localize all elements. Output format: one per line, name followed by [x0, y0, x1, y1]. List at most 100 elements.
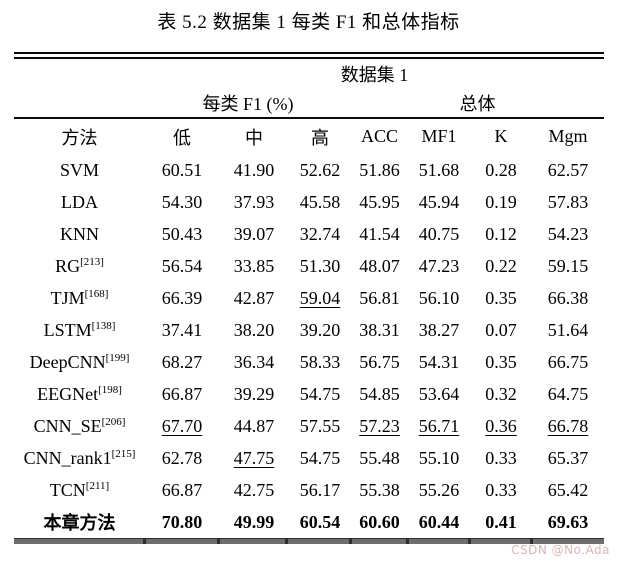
citation-ref: [211] [85, 479, 110, 492]
value-cell: 58.33 [299, 351, 341, 372]
table-body: SVM 60.51 41.90 52.62 51.86 51.68 0.28 62.57 LDA… [14, 154, 604, 538]
per-class-f1-header: 每类 F1 (%) [202, 94, 294, 114]
rule-tick [285, 539, 288, 544]
table-row: SVM 60.51 41.90 52.62 51.86 51.68 0.28 62.57 [14, 154, 604, 186]
value-cell: 0.35 [485, 351, 517, 372]
method-cell: CNN_SE[206] [33, 415, 126, 436]
value-cell: 55.38 [359, 479, 400, 500]
span-header-row: 每类 F1 (%) 总体 [14, 89, 604, 118]
value-cell: 66.78 [547, 415, 589, 436]
value-cell: 66.87 [161, 383, 203, 404]
value-cell: 60.51 [161, 159, 203, 180]
value-cell: 70.80 [161, 511, 203, 532]
value-cell: 42.87 [233, 287, 275, 308]
citation-ref: [199] [105, 351, 130, 364]
table-row: TCN[211] 66.87 42.75 56.17 55.38 55.26 0.33 65.… [14, 474, 604, 506]
value-cell: 0.33 [485, 447, 517, 468]
method-cell: EEGNet[198] [37, 383, 122, 404]
column-header-mf1: MF1 [408, 117, 470, 154]
value-cell: 59.04 [299, 287, 341, 308]
value-cell: 54.85 [359, 383, 400, 404]
value-cell: 54.75 [299, 383, 341, 404]
value-cell: 36.34 [233, 351, 275, 372]
value-cell: 45.95 [359, 191, 400, 212]
citation-ref: [213] [80, 255, 104, 268]
value-cell: 57.55 [299, 415, 341, 436]
value-cell: 54.31 [418, 351, 460, 372]
value-cell: 0.33 [485, 479, 517, 500]
citation-ref: [215] [111, 447, 136, 460]
method-cell: TJM[168] [50, 287, 109, 308]
table-row: CNN_SE[206] 67.70 44.87 57.55 57.23 56.71 0.36… [14, 410, 604, 442]
value-cell: 40.75 [418, 223, 460, 244]
citation-ref: [198] [98, 383, 122, 396]
value-cell: 60.54 [299, 511, 341, 532]
metrics-table: 数据集 1 每类 F1 (%) 总体 方法 低 中 高 ACC MF1 K Mg… [14, 59, 605, 538]
method-cell: LSTM[138] [43, 319, 116, 340]
value-cell: 0.07 [485, 319, 517, 340]
value-cell: 39.20 [299, 319, 341, 340]
value-cell: 37.41 [161, 319, 203, 340]
value-cell: 38.27 [418, 319, 460, 340]
value-cell: 69.63 [547, 511, 589, 532]
value-cell: 33.85 [233, 255, 275, 276]
top-double-rule [14, 52, 604, 59]
method-cell: SVM [59, 159, 99, 180]
value-cell: 39.07 [233, 223, 275, 244]
column-header-low: 低 [145, 117, 219, 154]
value-cell: 0.32 [485, 383, 517, 404]
rule-tick [530, 539, 533, 544]
value-cell: 56.54 [161, 255, 203, 276]
value-cell: 41.90 [233, 159, 275, 180]
table-row: CNN_rank1[215] 62.78 47.75 54.75 55.48 55.10 0… [14, 442, 604, 474]
method-cell: RG[213] [55, 255, 104, 276]
table-row: KNN 50.43 39.07 32.74 41.54 40.75 0.12 54.23 [14, 218, 604, 250]
value-cell: 48.07 [359, 255, 400, 276]
value-cell: 66.38 [547, 287, 589, 308]
value-cell: 38.20 [233, 319, 275, 340]
value-cell: 0.22 [485, 255, 517, 276]
table-row: LSTM[138] 37.41 38.20 39.20 38.31 38.27 0.07 51… [14, 314, 604, 346]
rule-tick [406, 539, 409, 544]
value-cell: 32.74 [299, 223, 341, 244]
value-cell: 0.28 [485, 159, 517, 180]
value-cell: 0.35 [485, 287, 517, 308]
value-cell: 51.86 [359, 159, 400, 180]
value-cell: 0.36 [485, 415, 517, 436]
rule-tick [349, 539, 352, 544]
table-row: RG[213] 56.54 33.85 51.30 48.07 47.23 0.22 59.1… [14, 250, 604, 282]
value-cell: 57.83 [547, 191, 589, 212]
value-cell: 50.43 [161, 223, 203, 244]
value-cell: 54.30 [161, 191, 203, 212]
rule-tick [468, 539, 471, 544]
value-cell: 41.54 [359, 223, 400, 244]
value-cell: 59.15 [547, 255, 589, 276]
csdn-watermark: CSDN @No.Ada [511, 543, 610, 557]
table-row: 本章方法 70.80 49.99 60.54 60.60 60.44 0.41 69.63 [14, 506, 604, 538]
value-cell: 38.31 [359, 319, 400, 340]
value-cell: 45.58 [299, 191, 341, 212]
citation-ref: [138] [91, 319, 116, 332]
value-cell: 54.75 [299, 447, 341, 468]
value-cell: 52.62 [299, 159, 341, 180]
method-cell: CNN_rank1[215] [23, 447, 136, 468]
citation-ref: [206] [101, 415, 126, 428]
value-cell: 51.68 [418, 159, 460, 180]
value-cell: 56.81 [359, 287, 400, 308]
method-cell: LDA [61, 191, 98, 212]
citation-ref: [168] [84, 287, 109, 300]
method-cell: DeepCNN[199] [29, 351, 130, 372]
value-cell: 39.29 [233, 383, 275, 404]
value-cell: 42.75 [233, 479, 275, 500]
value-cell: 0.19 [485, 191, 517, 212]
value-cell: 57.23 [359, 415, 400, 436]
column-header-high: 高 [289, 117, 351, 154]
value-cell: 53.64 [418, 383, 460, 404]
table-row: DeepCNN[199] 68.27 36.34 58.33 56.75 54.31 0.3… [14, 346, 604, 378]
overall-header: 总体 [459, 94, 496, 114]
method-cell: TCN[211] [49, 479, 110, 500]
rule-tick [217, 539, 220, 544]
value-cell: 49.99 [233, 511, 275, 532]
value-cell: 65.42 [547, 479, 589, 500]
value-cell: 68.27 [161, 351, 203, 372]
